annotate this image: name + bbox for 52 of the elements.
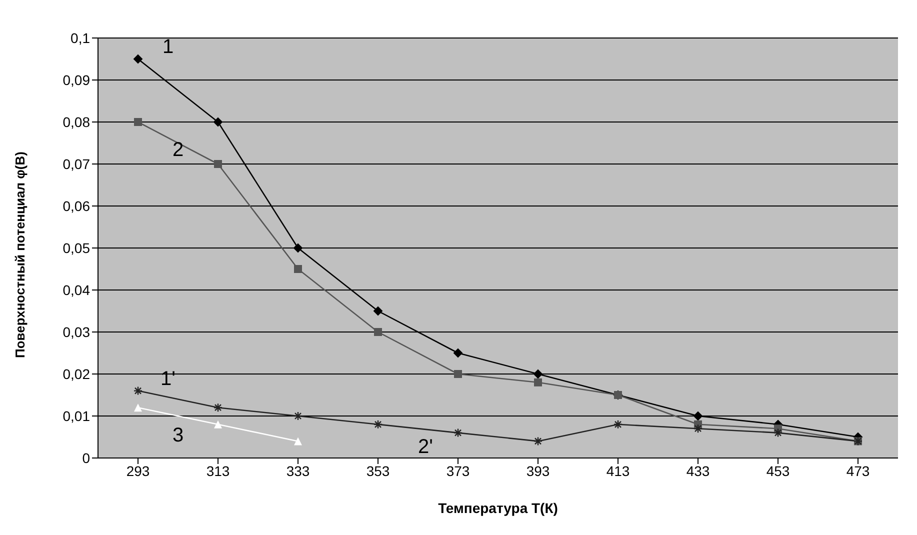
x-tick-label: 433	[686, 462, 710, 479]
point	[454, 348, 462, 358]
series-label: 2	[172, 139, 184, 161]
point	[214, 420, 222, 428]
series-label: 3	[172, 424, 184, 447]
y-tick-label: 0,06	[62, 198, 90, 214]
x-tick-label: 353	[366, 462, 390, 479]
point	[294, 437, 302, 446]
x-tick-label: 393	[526, 462, 550, 479]
point	[134, 118, 142, 126]
x-tick-label: 413	[606, 462, 630, 479]
point	[134, 54, 142, 64]
x-tick-label: 373	[446, 462, 470, 479]
point	[454, 370, 462, 378]
point	[214, 160, 222, 168]
y-tick-label: 0,09	[62, 72, 90, 88]
y-tick-label: 0,08	[62, 114, 90, 130]
point	[294, 244, 302, 252]
point	[534, 370, 542, 378]
point	[533, 436, 543, 446]
x-tick-label: 293	[126, 462, 150, 479]
point	[374, 328, 382, 336]
y-tick-label: 0,05	[62, 240, 90, 256]
y-tick-label: 0,02	[62, 366, 90, 382]
point	[773, 428, 783, 438]
point	[293, 411, 303, 421]
point	[213, 403, 223, 412]
y-tick-label: 0	[82, 450, 90, 466]
point	[374, 306, 382, 316]
annotation: 2'	[418, 436, 433, 459]
point	[694, 412, 702, 420]
point	[453, 428, 463, 438]
point	[294, 265, 302, 273]
point	[693, 424, 703, 434]
x-tick-label: 313	[206, 462, 230, 479]
x-axis-title: Температура Т(К)	[438, 500, 558, 516]
point	[534, 378, 542, 386]
point	[373, 420, 383, 429]
y-tick-label: 0,04	[62, 282, 90, 298]
y-tick-label: 0,03	[62, 324, 90, 340]
x-tick-label: 453	[766, 462, 790, 479]
x-tick-label: 333	[286, 462, 310, 479]
point	[134, 404, 142, 412]
y-tick-label: 0,01	[62, 408, 90, 424]
point	[613, 420, 623, 429]
y-tick-label: 0,07	[62, 156, 90, 172]
point	[214, 118, 222, 126]
point	[133, 386, 143, 396]
series-label: 1	[162, 36, 174, 58]
y-tick-label: 0,1	[70, 30, 90, 46]
x-tick-label: 473	[846, 462, 870, 479]
y-axis-title: Поверхностный потенциал φ(B)	[12, 152, 28, 358]
